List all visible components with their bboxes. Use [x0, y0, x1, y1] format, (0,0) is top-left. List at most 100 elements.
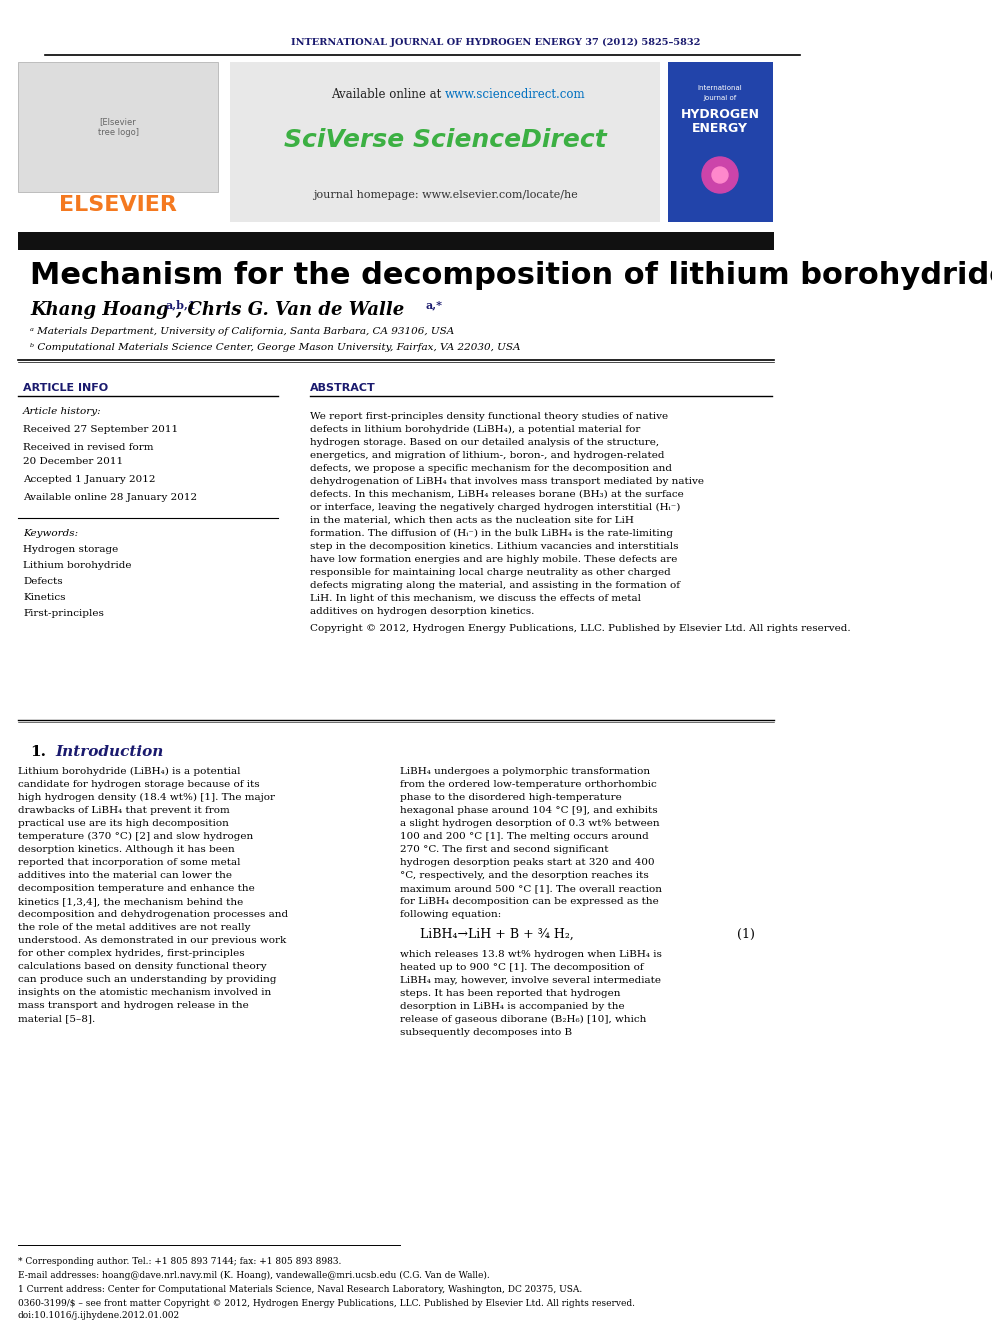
Text: Article history:: Article history:	[23, 407, 101, 417]
Text: Accepted 1 January 2012: Accepted 1 January 2012	[23, 475, 156, 484]
FancyBboxPatch shape	[18, 232, 774, 250]
Text: Available online 28 January 2012: Available online 28 January 2012	[23, 493, 197, 503]
Text: a slight hydrogen desorption of 0.3 wt% between: a slight hydrogen desorption of 0.3 wt% …	[400, 819, 660, 828]
Text: INTERNATIONAL JOURNAL OF HYDROGEN ENERGY 37 (2012) 5825–5832: INTERNATIONAL JOURNAL OF HYDROGEN ENERGY…	[292, 37, 700, 46]
Text: phase to the disordered high-temperature: phase to the disordered high-temperature	[400, 792, 622, 802]
Text: Defects: Defects	[23, 577, 62, 586]
Text: drawbacks of LiBH₄ that prevent it from: drawbacks of LiBH₄ that prevent it from	[18, 806, 230, 815]
Text: 20 December 2011: 20 December 2011	[23, 458, 123, 467]
Text: , Chris G. Van de Walle: , Chris G. Van de Walle	[175, 302, 405, 319]
Text: We report first-principles density functional theory studies of native: We report first-principles density funct…	[310, 411, 669, 421]
Text: subsequently decomposes into B: subsequently decomposes into B	[400, 1028, 572, 1037]
Text: for other complex hydrides, first-principles: for other complex hydrides, first-princi…	[18, 949, 245, 958]
Text: decomposition temperature and enhance the: decomposition temperature and enhance th…	[18, 884, 255, 893]
Text: defects. In this mechanism, LiBH₄ releases borane (BH₃) at the surface: defects. In this mechanism, LiBH₄ releas…	[310, 490, 683, 499]
Text: 0360-3199/$ – see front matter Copyright © 2012, Hydrogen Energy Publications, L: 0360-3199/$ – see front matter Copyright…	[18, 1299, 635, 1308]
Text: step in the decomposition kinetics. Lithium vacancies and interstitials: step in the decomposition kinetics. Lith…	[310, 542, 679, 550]
Text: desorption kinetics. Although it has been: desorption kinetics. Although it has bee…	[18, 845, 235, 855]
Text: 270 °C. The first and second significant: 270 °C. The first and second significant	[400, 845, 608, 855]
Text: additives into the material can lower the: additives into the material can lower th…	[18, 871, 232, 880]
Text: practical use are its high decomposition: practical use are its high decomposition	[18, 819, 229, 828]
Text: defects migrating along the material, and assisting in the formation of: defects migrating along the material, an…	[310, 581, 680, 590]
Text: dehydrogenation of LiBH₄ that involves mass transport mediated by native: dehydrogenation of LiBH₄ that involves m…	[310, 478, 704, 486]
Text: 100 and 200 °C [1]. The melting occurs around: 100 and 200 °C [1]. The melting occurs a…	[400, 832, 649, 841]
Text: * Corresponding author. Tel.: +1 805 893 7144; fax: +1 805 893 8983.: * Corresponding author. Tel.: +1 805 893…	[18, 1257, 341, 1266]
Text: ARTICLE INFO: ARTICLE INFO	[23, 382, 108, 393]
Text: maximum around 500 °C [1]. The overall reaction: maximum around 500 °C [1]. The overall r…	[400, 884, 662, 893]
Text: desorption in LiBH₄ is accompanied by the: desorption in LiBH₄ is accompanied by th…	[400, 1002, 625, 1011]
Text: ᵇ Computational Materials Science Center, George Mason University, Fairfax, VA 2: ᵇ Computational Materials Science Center…	[30, 343, 521, 352]
Text: mass transport and hydrogen release in the: mass transport and hydrogen release in t…	[18, 1002, 249, 1009]
Text: reported that incorporation of some metal: reported that incorporation of some meta…	[18, 859, 240, 867]
Text: from the ordered low-temperature orthorhombic: from the ordered low-temperature orthorh…	[400, 781, 657, 789]
Text: in the material, which then acts as the nucleation site for LiH: in the material, which then acts as the …	[310, 516, 634, 525]
Text: 1.: 1.	[30, 745, 46, 759]
Circle shape	[712, 167, 728, 183]
Text: ᵃ Materials Department, University of California, Santa Barbara, CA 93106, USA: ᵃ Materials Department, University of Ca…	[30, 328, 454, 336]
Text: or interface, leaving the negatively charged hydrogen interstitial (Hᵢ⁻): or interface, leaving the negatively cha…	[310, 503, 681, 512]
Text: hexagonal phase around 104 °C [9], and exhibits: hexagonal phase around 104 °C [9], and e…	[400, 806, 658, 815]
Text: ABSTRACT: ABSTRACT	[310, 382, 376, 393]
Text: Hydrogen storage: Hydrogen storage	[23, 545, 118, 553]
Text: LiBH₄→LiH + B + ¾ H₂,: LiBH₄→LiH + B + ¾ H₂,	[420, 927, 573, 941]
Text: defects, we propose a specific mechanism for the decomposition and: defects, we propose a specific mechanism…	[310, 464, 672, 474]
Text: 1 Current address: Center for Computational Materials Science, Naval Research La: 1 Current address: Center for Computatio…	[18, 1285, 582, 1294]
Text: Mechanism for the decomposition of lithium borohydride: Mechanism for the decomposition of lithi…	[30, 261, 992, 290]
Text: Lithium borohydride: Lithium borohydride	[23, 561, 132, 569]
Text: material [5–8].: material [5–8].	[18, 1013, 95, 1023]
Text: a,*: a,*	[425, 299, 442, 311]
Text: release of gaseous diborane (B₂H₆) [10], which: release of gaseous diborane (B₂H₆) [10],…	[400, 1015, 647, 1024]
Text: Kinetics: Kinetics	[23, 593, 65, 602]
Text: [Elsevier
tree logo]: [Elsevier tree logo]	[97, 118, 139, 136]
Text: formation. The diffusion of (Hᵢ⁻) in the bulk LiBH₄ is the rate-limiting: formation. The diffusion of (Hᵢ⁻) in the…	[310, 529, 673, 538]
Text: journal homepage: www.elsevier.com/locate/he: journal homepage: www.elsevier.com/locat…	[312, 191, 577, 200]
Text: candidate for hydrogen storage because of its: candidate for hydrogen storage because o…	[18, 781, 260, 789]
Text: Keywords:: Keywords:	[23, 528, 78, 537]
Text: decomposition and dehydrogenation processes and: decomposition and dehydrogenation proces…	[18, 910, 288, 919]
Text: the role of the metal additives are not really: the role of the metal additives are not …	[18, 923, 251, 931]
Text: Received 27 September 2011: Received 27 September 2011	[23, 426, 179, 434]
Text: Journal of: Journal of	[703, 95, 737, 101]
Text: Lithium borohydride (LiBH₄) is a potential: Lithium borohydride (LiBH₄) is a potenti…	[18, 767, 240, 777]
Text: www.sciencedirect.com: www.sciencedirect.com	[445, 89, 585, 102]
Text: heated up to 900 °C [1]. The decomposition of: heated up to 900 °C [1]. The decompositi…	[400, 963, 644, 972]
Text: can produce such an understanding by providing: can produce such an understanding by pro…	[18, 975, 277, 984]
FancyBboxPatch shape	[18, 62, 218, 192]
Text: °C, respectively, and the desorption reaches its: °C, respectively, and the desorption rea…	[400, 871, 649, 880]
Text: LiBH₄ may, however, involve several intermediate: LiBH₄ may, however, involve several inte…	[400, 976, 661, 986]
Text: high hydrogen density (18.4 wt%) [1]. The major: high hydrogen density (18.4 wt%) [1]. Th…	[18, 792, 275, 802]
Text: Copyright © 2012, Hydrogen Energy Publications, LLC. Published by Elsevier Ltd. : Copyright © 2012, Hydrogen Energy Public…	[310, 624, 850, 632]
Text: a,b,1: a,b,1	[165, 299, 195, 311]
Text: (1): (1)	[737, 927, 755, 941]
Text: temperature (370 °C) [2] and slow hydrogen: temperature (370 °C) [2] and slow hydrog…	[18, 832, 253, 841]
Text: E-mail addresses: hoang@dave.nrl.navy.mil (K. Hoang), vandewalle@mri.ucsb.edu (C: E-mail addresses: hoang@dave.nrl.navy.mi…	[18, 1271, 490, 1281]
Text: insights on the atomistic mechanism involved in: insights on the atomistic mechanism invo…	[18, 988, 271, 998]
Text: kinetics [1,3,4], the mechanism behind the: kinetics [1,3,4], the mechanism behind t…	[18, 897, 243, 906]
Text: LiBH₄ undergoes a polymorphic transformation: LiBH₄ undergoes a polymorphic transforma…	[400, 767, 650, 777]
Text: ELSEVIER: ELSEVIER	[60, 194, 177, 216]
Text: which releases 13.8 wt% hydrogen when LiBH₄ is: which releases 13.8 wt% hydrogen when Li…	[400, 950, 662, 959]
Text: for LiBH₄ decomposition can be expressed as the: for LiBH₄ decomposition can be expressed…	[400, 897, 659, 906]
Text: calculations based on density functional theory: calculations based on density functional…	[18, 962, 267, 971]
Circle shape	[702, 157, 738, 193]
Text: hydrogen storage. Based on our detailed analysis of the structure,: hydrogen storage. Based on our detailed …	[310, 438, 659, 447]
Text: HYDROGEN: HYDROGEN	[681, 108, 760, 120]
Text: additives on hydrogen desorption kinetics.: additives on hydrogen desorption kinetic…	[310, 607, 535, 617]
Text: steps. It has been reported that hydrogen: steps. It has been reported that hydroge…	[400, 990, 621, 998]
Text: International: International	[697, 85, 742, 91]
Text: responsible for maintaining local charge neutrality as other charged: responsible for maintaining local charge…	[310, 568, 671, 577]
Text: defects in lithium borohydride (LiBH₄), a potential material for: defects in lithium borohydride (LiBH₄), …	[310, 425, 641, 434]
Text: SciVerse ScienceDirect: SciVerse ScienceDirect	[284, 128, 606, 152]
Text: have low formation energies and are highly mobile. These defects are: have low formation energies and are high…	[310, 556, 678, 564]
Text: understood. As demonstrated in our previous work: understood. As demonstrated in our previ…	[18, 935, 287, 945]
Text: Introduction: Introduction	[55, 745, 164, 759]
Text: doi:10.1016/j.ijhydene.2012.01.002: doi:10.1016/j.ijhydene.2012.01.002	[18, 1311, 181, 1320]
Text: following equation:: following equation:	[400, 910, 501, 919]
FancyBboxPatch shape	[668, 62, 773, 222]
Text: LiH. In light of this mechanism, we discuss the effects of metal: LiH. In light of this mechanism, we disc…	[310, 594, 641, 603]
Text: ENERGY: ENERGY	[692, 122, 748, 135]
Text: Received in revised form: Received in revised form	[23, 443, 154, 452]
Text: First-principles: First-principles	[23, 609, 104, 618]
Text: Khang Hoang: Khang Hoang	[30, 302, 169, 319]
Text: hydrogen desorption peaks start at 320 and 400: hydrogen desorption peaks start at 320 a…	[400, 859, 655, 867]
